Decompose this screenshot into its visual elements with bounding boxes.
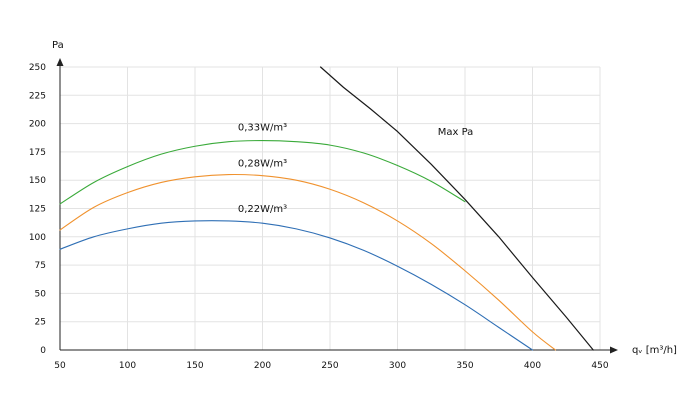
series-label-2: 0,22W/m³ — [238, 204, 287, 215]
x-tick-label: 300 — [389, 361, 406, 371]
y-tick-label: 0 — [40, 346, 46, 356]
y-axis-title: Pa — [52, 40, 64, 51]
y-tick-label: 250 — [29, 63, 46, 73]
gridlines — [60, 66, 601, 350]
y-tick-label: 225 — [29, 91, 46, 101]
series-label-0: 0,33W/m³ — [238, 122, 287, 133]
x-tick-label: 250 — [321, 361, 338, 371]
y-tick-label: 50 — [35, 289, 47, 299]
series-label-max-pa: Max Pa — [438, 127, 474, 138]
x-tick-label: 200 — [254, 361, 271, 371]
y-tick-label: 175 — [29, 148, 46, 158]
x-tick-label: 400 — [524, 361, 541, 371]
x-tick-label: 150 — [186, 361, 203, 371]
y-tick-label: 75 — [35, 261, 46, 271]
x-axis-arrow-icon — [610, 346, 618, 354]
y-tick-label: 125 — [29, 205, 46, 215]
x-axis-title: qᵥ [m³/h] — [632, 345, 677, 356]
series-lines — [59, 66, 594, 351]
series-labels: 0,33W/m³ 0,28W/m³ 0,22W/m³ Max Pa — [238, 122, 473, 215]
series-line-1 — [59, 173, 556, 351]
y-tick-label: 150 — [29, 176, 46, 186]
x-tick-label: 350 — [456, 361, 473, 371]
y-tick-label: 200 — [29, 120, 46, 130]
x-tick-label: 50 — [54, 361, 66, 371]
y-tick-label: 100 — [29, 233, 46, 243]
x-tick-label: 450 — [591, 361, 608, 371]
series-line-0 — [59, 140, 466, 205]
series-label-1: 0,28W/m³ — [238, 159, 287, 170]
y-axis-arrow-icon — [56, 58, 64, 66]
x-tick-label: 100 — [119, 361, 136, 371]
series-line-2 — [59, 220, 534, 351]
series-line-max-pa — [319, 66, 594, 351]
axes — [56, 58, 618, 354]
tick-labels: 50 100 150 200 250 300 350 400 450 0 25 50 75 100 125 1… — [29, 63, 609, 371]
y-tick-label: 25 — [35, 318, 46, 328]
